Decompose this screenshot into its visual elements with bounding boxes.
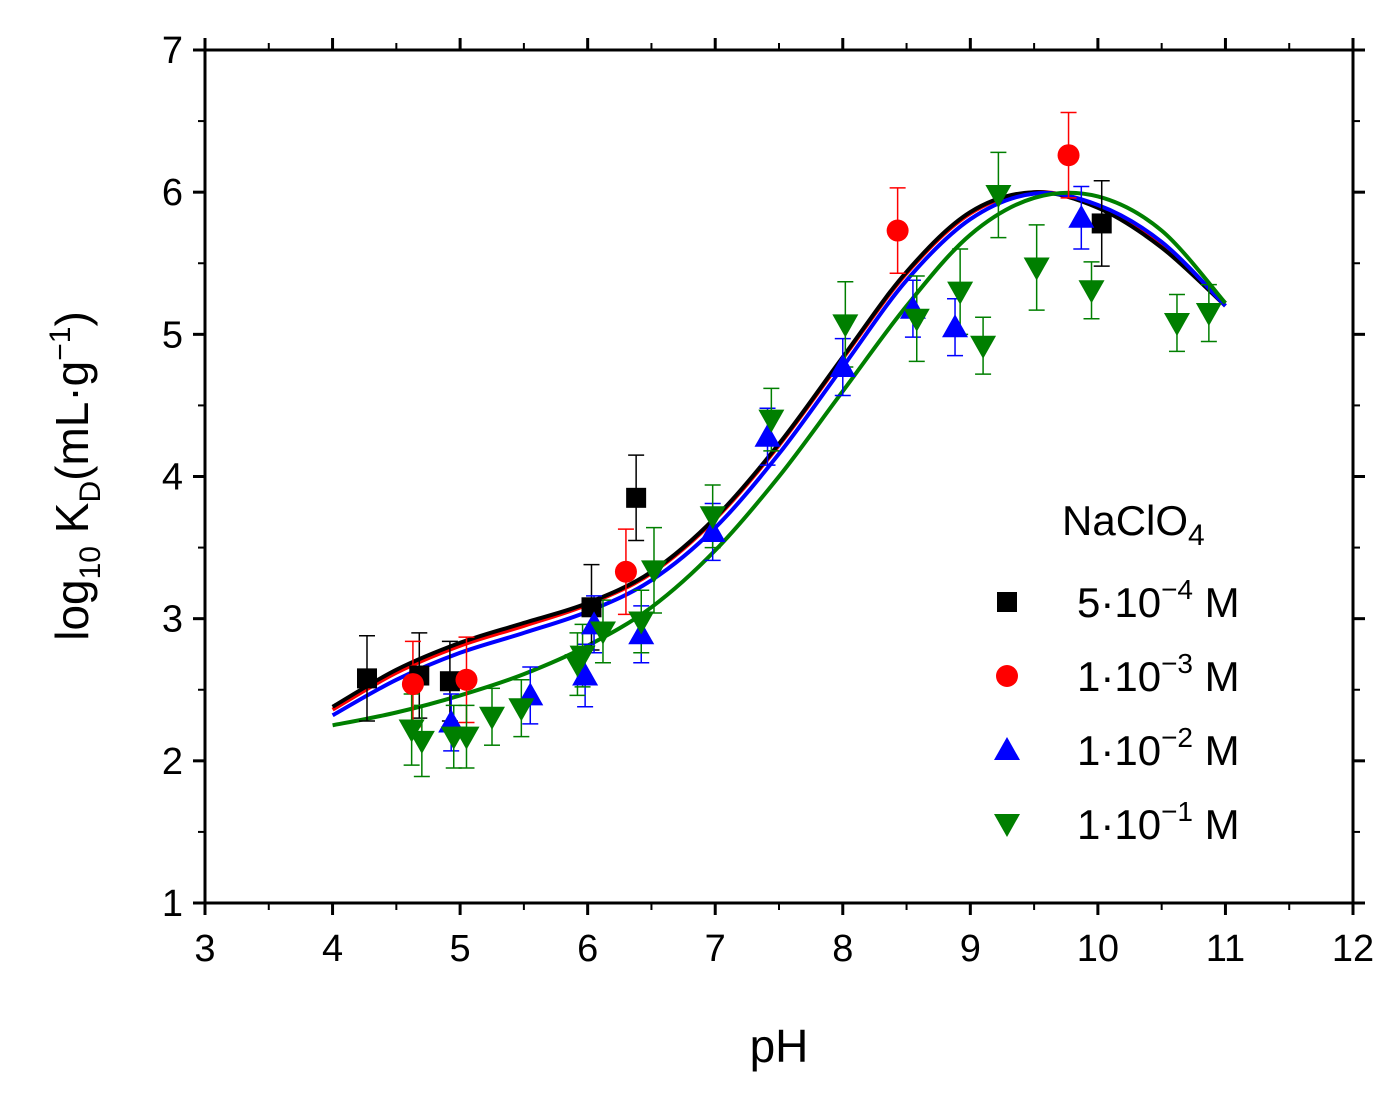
y-tick-label: 2 bbox=[162, 741, 183, 783]
y-axis-title-unit: (mL·g bbox=[46, 361, 98, 481]
data-point bbox=[947, 281, 974, 305]
legend-marker bbox=[997, 592, 1017, 612]
data-point bbox=[628, 611, 655, 635]
y-tick-label: 5 bbox=[162, 314, 183, 356]
data-point bbox=[614, 560, 637, 583]
y-axis-title: log10 KD(mL·g−1) bbox=[44, 311, 107, 641]
data-point bbox=[508, 698, 535, 722]
data-point bbox=[455, 668, 478, 691]
y-axis-title-prefix: log bbox=[46, 579, 98, 640]
x-tick-label: 3 bbox=[194, 928, 215, 970]
legend-label-2: 1·10−3 M bbox=[1077, 648, 1240, 700]
data-point bbox=[985, 185, 1012, 209]
y-axis-title-prefix-sub: 10 bbox=[74, 546, 107, 579]
x-axis-title: pH bbox=[750, 1020, 809, 1072]
fit-curves bbox=[331, 190, 1227, 728]
legend-marker bbox=[994, 814, 1020, 837]
data-point bbox=[581, 597, 602, 618]
y-tick-label: 7 bbox=[162, 30, 183, 72]
x-tick-label: 11 bbox=[1206, 928, 1245, 970]
y-tick-label: 4 bbox=[162, 457, 183, 499]
legend-label-4: 1·10−1 M bbox=[1077, 796, 1240, 848]
x-tick-label: 9 bbox=[960, 928, 981, 970]
data-point bbox=[1195, 303, 1222, 327]
x-tick-label: 12 bbox=[1332, 928, 1374, 970]
data-point bbox=[439, 671, 460, 692]
legend-title-sub: 4 bbox=[1188, 519, 1205, 552]
data-point bbox=[758, 409, 785, 433]
data-point bbox=[479, 706, 505, 730]
legend-marker bbox=[994, 737, 1020, 760]
y-axis-title-unit-close: ) bbox=[46, 311, 98, 326]
data-point bbox=[1078, 280, 1105, 304]
y-tick-label: 1 bbox=[162, 883, 183, 925]
data-point bbox=[1068, 204, 1095, 228]
data-point bbox=[589, 621, 616, 645]
legend-title: NaClO4 bbox=[1062, 497, 1205, 552]
y-tick-label: 6 bbox=[162, 172, 183, 214]
data-point bbox=[569, 645, 596, 669]
data-point bbox=[754, 423, 781, 447]
legend-title-main: NaClO bbox=[1062, 497, 1188, 544]
x-tick-label: 6 bbox=[577, 928, 598, 970]
data-point bbox=[1163, 312, 1190, 336]
data-point bbox=[640, 560, 667, 584]
data-markers bbox=[356, 144, 1222, 754]
y-axis-title-main: K bbox=[46, 502, 98, 546]
y-tick-label: 3 bbox=[162, 599, 183, 641]
data-point bbox=[903, 308, 930, 332]
data-point bbox=[1091, 213, 1112, 234]
fit-curve-line bbox=[331, 191, 1227, 718]
legend-markers bbox=[994, 592, 1020, 837]
data-point bbox=[886, 219, 909, 242]
y-axis-title-unit-sup: −1 bbox=[44, 327, 77, 361]
data-point bbox=[699, 506, 726, 530]
legend-marker bbox=[996, 665, 1018, 687]
fit-curve-line bbox=[332, 190, 1227, 728]
data-point bbox=[453, 726, 480, 750]
legend-label-3: 1·10−2 M bbox=[1077, 722, 1240, 774]
data-point bbox=[942, 314, 969, 338]
x-tick-label: 5 bbox=[450, 928, 471, 970]
data-point bbox=[626, 487, 647, 508]
data-point bbox=[1023, 257, 1050, 281]
data-point bbox=[1057, 144, 1080, 167]
data-point bbox=[356, 668, 377, 689]
data-point bbox=[401, 673, 424, 696]
x-tick-label: 10 bbox=[1077, 928, 1119, 970]
data-point bbox=[408, 730, 435, 754]
data-point bbox=[572, 662, 599, 686]
legend-label-1: 5·10−4 M bbox=[1077, 574, 1240, 626]
x-tick-label: 7 bbox=[705, 928, 726, 970]
data-point bbox=[829, 354, 856, 378]
legend: NaClO4 5·10−4 M 1·10−3 M 1·10−2 M 1·10−1… bbox=[994, 497, 1240, 848]
data-point bbox=[832, 314, 859, 338]
y-axis-title-main-sub: D bbox=[74, 481, 107, 503]
data-point bbox=[699, 518, 726, 542]
data-point bbox=[970, 335, 997, 359]
x-tick-label: 8 bbox=[832, 928, 853, 970]
x-tick-label: 4 bbox=[322, 928, 343, 970]
